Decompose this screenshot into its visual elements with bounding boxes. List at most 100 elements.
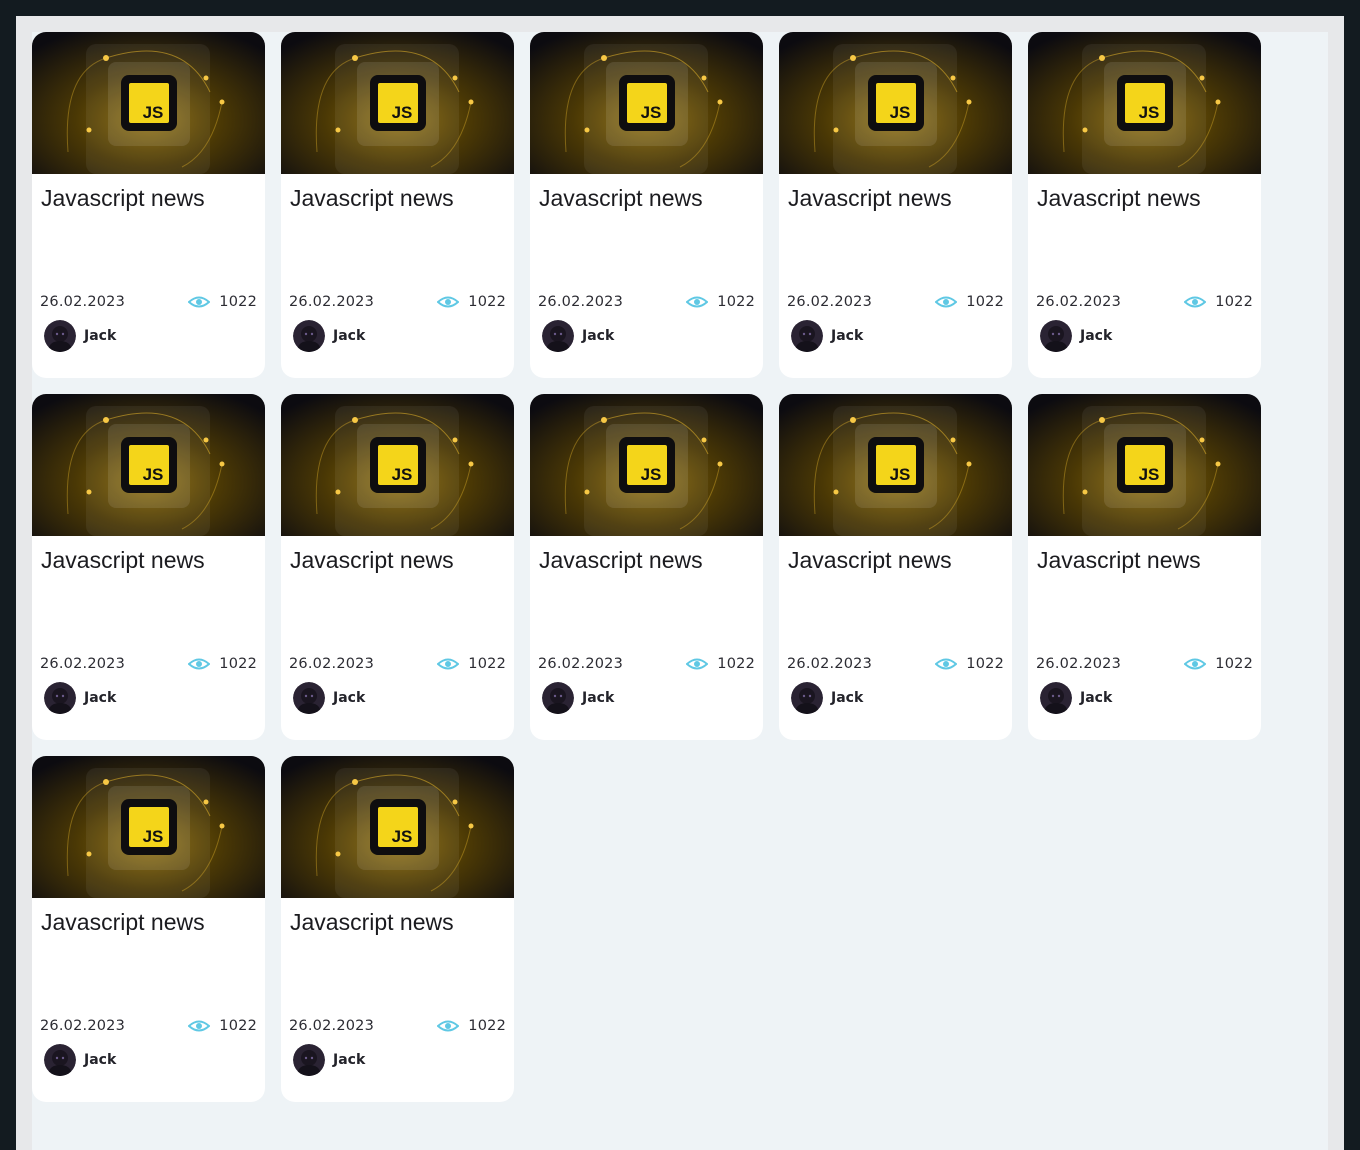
card-title[interactable]: Javascript news [788,185,952,211]
news-card[interactable]: JS Javascript news 26.02.2023 1022 Jack [530,394,763,740]
author-avatar [293,320,325,352]
card-date: 26.02.2023 [40,294,126,310]
card-meta: 26.02.2023 1022 [1036,293,1253,311]
author-avatar [1040,320,1072,352]
author-name[interactable]: Jack [582,690,615,706]
card-thumbnail[interactable]: JS [779,32,1012,174]
views-count: 1022 [966,294,1004,310]
views-count: 1022 [468,656,506,672]
author-name[interactable]: Jack [333,1052,366,1068]
card-author[interactable]: Jack [44,320,116,352]
author-name[interactable]: Jack [1080,328,1113,344]
js-logo-label: JS [143,465,164,484]
card-title[interactable]: Javascript news [290,547,454,573]
card-views: 1022 [437,1018,506,1034]
card-views: 1022 [437,656,506,672]
news-page: JS Javascript news 26.02.2023 1022 Jack [32,32,1328,1150]
card-title[interactable]: Javascript news [290,909,454,935]
card-thumbnail[interactable]: JS [281,32,514,174]
card-date: 26.02.2023 [289,656,375,672]
card-author[interactable]: Jack [542,320,614,352]
eye-icon [1184,658,1207,670]
news-card[interactable]: JS Javascript news 26.02.2023 1022 Jack [281,32,514,378]
card-thumbnail[interactable]: JS [1028,394,1261,536]
eye-icon [437,658,460,670]
card-title[interactable]: Javascript news [788,547,952,573]
card-title[interactable]: Javascript news [290,185,454,211]
news-card[interactable]: JS Javascript news 26.02.2023 1022 Jack [281,756,514,1102]
author-avatar [293,682,325,714]
card-thumbnail[interactable]: JS [32,756,265,898]
news-card[interactable]: JS Javascript news 26.02.2023 1022 Jack [1028,32,1261,378]
author-name[interactable]: Jack [84,328,117,344]
card-title[interactable]: Javascript news [1037,547,1201,573]
card-author[interactable]: Jack [44,682,116,714]
card-thumbnail[interactable]: JS [530,32,763,174]
eye-icon [188,1020,211,1032]
card-author[interactable]: Jack [293,682,365,714]
card-thumbnail[interactable]: JS [32,394,265,536]
card-author[interactable]: Jack [542,682,614,714]
card-author[interactable]: Jack [1040,320,1112,352]
views-count: 1022 [219,294,257,310]
card-title[interactable]: Javascript news [539,185,703,211]
news-card[interactable]: JS Javascript news 26.02.2023 1022 Jack [1028,394,1261,740]
eye-icon [188,296,211,308]
card-thumbnail[interactable]: JS [281,756,514,898]
card-title[interactable]: Javascript news [1037,185,1201,211]
eye-icon [686,296,709,308]
author-avatar [542,320,574,352]
card-date: 26.02.2023 [40,1018,126,1034]
views-count: 1022 [219,656,257,672]
news-card[interactable]: JS Javascript news 26.02.2023 1022 Jack [32,394,265,740]
js-logo-label: JS [641,465,662,484]
card-meta: 26.02.2023 1022 [289,655,506,673]
card-date: 26.02.2023 [538,294,624,310]
author-name[interactable]: Jack [84,690,117,706]
author-name[interactable]: Jack [333,328,366,344]
card-author[interactable]: Jack [293,320,365,352]
card-thumbnail[interactable]: JS [281,394,514,536]
card-meta: 26.02.2023 1022 [40,293,257,311]
views-count: 1022 [468,1018,506,1034]
card-author[interactable]: Jack [293,1044,365,1076]
author-name[interactable]: Jack [831,328,864,344]
author-avatar [1040,682,1072,714]
card-thumbnail[interactable]: JS [1028,32,1261,174]
author-name[interactable]: Jack [333,690,366,706]
card-author[interactable]: Jack [791,682,863,714]
js-logo-label: JS [143,827,164,846]
card-author[interactable]: Jack [1040,682,1112,714]
views-count: 1022 [966,656,1004,672]
news-card[interactable]: JS Javascript news 26.02.2023 1022 Jack [32,756,265,1102]
card-title[interactable]: Javascript news [41,909,205,935]
card-title[interactable]: Javascript news [41,185,205,211]
author-name[interactable]: Jack [582,328,615,344]
card-meta: 26.02.2023 1022 [538,293,755,311]
card-author[interactable]: Jack [44,1044,116,1076]
js-logo-label: JS [392,103,413,122]
card-title[interactable]: Javascript news [41,547,205,573]
card-meta: 26.02.2023 1022 [289,1017,506,1035]
eye-icon [935,658,958,670]
news-grid: JS Javascript news 26.02.2023 1022 Jack [32,32,1261,1102]
news-card[interactable]: JS Javascript news 26.02.2023 1022 Jack [530,32,763,378]
card-title[interactable]: Javascript news [539,547,703,573]
author-name[interactable]: Jack [84,1052,117,1068]
news-card[interactable]: JS Javascript news 26.02.2023 1022 Jack [281,394,514,740]
news-card[interactable]: JS Javascript news 26.02.2023 1022 Jack [779,32,1012,378]
author-name[interactable]: Jack [1080,690,1113,706]
card-thumbnail[interactable]: JS [779,394,1012,536]
news-card[interactable]: JS Javascript news 26.02.2023 1022 Jack [32,32,265,378]
card-meta: 26.02.2023 1022 [538,655,755,673]
js-logo-label: JS [1139,465,1160,484]
card-thumbnail[interactable]: JS [32,32,265,174]
card-thumbnail[interactable]: JS [530,394,763,536]
author-name[interactable]: Jack [831,690,864,706]
author-avatar [44,682,76,714]
eye-icon [437,296,460,308]
author-avatar [542,682,574,714]
views-count: 1022 [1215,294,1253,310]
card-author[interactable]: Jack [791,320,863,352]
news-card[interactable]: JS Javascript news 26.02.2023 1022 Jack [779,394,1012,740]
